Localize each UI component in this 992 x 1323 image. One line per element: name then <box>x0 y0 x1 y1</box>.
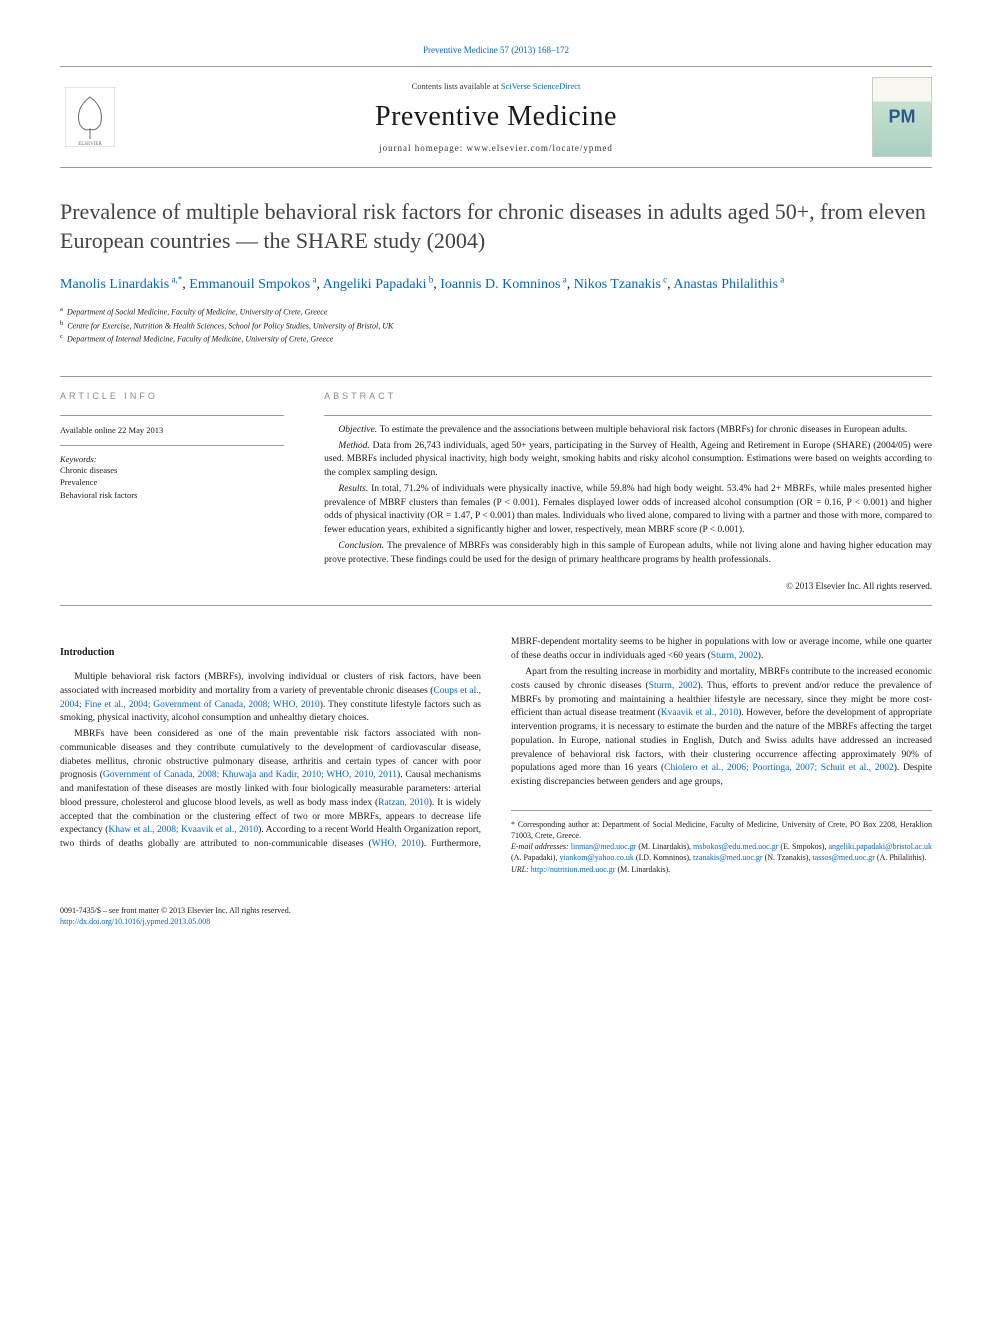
emails-label: E-mail addresses: <box>511 842 571 851</box>
article-title: Prevalence of multiple behavioral risk f… <box>60 198 932 255</box>
article-body: Introduction Multiple behavioral risk fa… <box>60 636 932 874</box>
divider <box>324 415 932 416</box>
body-paragraph: Apart from the resulting increase in mor… <box>511 666 932 790</box>
journal-homepage: journal homepage: www.elsevier.com/locat… <box>120 143 872 153</box>
authors-list: Manolis Linardakis a,*, Emmanouil Smpoko… <box>60 273 932 295</box>
citation-journal: Preventive Medicine <box>423 45 498 55</box>
abstract-section-tag: Method. <box>338 441 372 451</box>
keywords-list: Chronic diseasesPrevalenceBehavioral ris… <box>60 464 284 502</box>
url-who: M. Linardakis <box>620 865 665 874</box>
affiliations-list: a Department of Social Medicine, Faculty… <box>60 305 932 346</box>
abstract-text: Objective. To estimate the prevalence an… <box>324 424 932 568</box>
keywords-label: Keywords: <box>60 454 284 464</box>
author-name-link[interactable]: Emmanouil Smpokos <box>189 277 310 292</box>
journal-name: Preventive Medicine <box>120 101 872 133</box>
author-name-link[interactable]: Nikos Tzanakis <box>574 277 661 292</box>
svg-text:ELSEVIER: ELSEVIER <box>78 142 102 147</box>
author: Ioannis D. Komninos a, <box>440 277 573 292</box>
article-info: article info Available online 22 May 201… <box>60 377 304 606</box>
keyword: Behavioral risk factors <box>60 489 284 502</box>
abstract: abstract Objective. To estimate the prev… <box>304 377 932 606</box>
available-online: Available online 22 May 2013 <box>60 424 284 437</box>
url-label: URL: <box>511 865 529 874</box>
keyword: Chronic diseases <box>60 464 284 477</box>
author-name-link[interactable]: Manolis Linardakis <box>60 277 169 292</box>
corresponding-author: * Corresponding author at: Department of… <box>511 819 932 841</box>
email-link[interactable]: yiankom@yahoo.co.uk <box>559 853 633 862</box>
citation-link[interactable]: Ratzan, 2010 <box>378 798 429 808</box>
author: Nikos Tzanakis c, <box>574 277 674 292</box>
author-name-link[interactable]: Ioannis D. Komninos <box>440 277 560 292</box>
affiliation: a Department of Social Medicine, Faculty… <box>60 305 932 319</box>
author-affil-marks: a <box>310 274 316 284</box>
citation-link[interactable]: Preventive Medicine 57 (2013) 168–172 <box>423 45 569 55</box>
citation-link[interactable]: Khaw et al., 2008; Kvaavik et al., 2010 <box>108 825 258 835</box>
author: Emmanouil Smpokos a, <box>189 277 322 292</box>
author: Angeliki Papadaki b, <box>323 277 441 292</box>
issn-line: 0091-7435/$ – see front matter © 2013 El… <box>60 905 932 916</box>
citation-link[interactable]: Government of Canada, 2008; Khuwaja and … <box>103 770 397 780</box>
info-abstract-row: article info Available online 22 May 201… <box>60 376 932 607</box>
journal-citation-link: Preventive Medicine 57 (2013) 168–172 <box>60 40 932 58</box>
doi-link[interactable]: http://dx.doi.org/10.1016/j.ypmed.2013.0… <box>60 917 210 926</box>
citation-link[interactable]: Coups et al., 2004; Fine et al., 2004; G… <box>60 686 481 710</box>
sciencedirect-link[interactable]: SciVerse ScienceDirect <box>501 81 581 91</box>
contents-prefix: Contents lists available at <box>412 81 499 91</box>
citation-link[interactable]: Sturm, 2002 <box>711 651 758 661</box>
citation-volume: 57 (2013) 168–172 <box>500 45 569 55</box>
citation-link[interactable]: Chiolero et al., 2006; Poortinga, 2007; … <box>664 763 894 773</box>
email-link[interactable]: tzanakis@med.uoc.gr <box>693 853 763 862</box>
author: Anastas Philalithis a <box>673 277 784 292</box>
emails-line: E-mail addresses: linman@med.uoc.gr (M. … <box>511 841 932 863</box>
elsevier-tree-icon: ELSEVIER <box>65 87 115 147</box>
body-paragraph: Multiple behavioral risk factors (MBRFs)… <box>60 671 481 726</box>
author-affil-marks: a,* <box>169 274 182 284</box>
page-footer: 0091-7435/$ – see front matter © 2013 El… <box>60 905 932 927</box>
email-link[interactable]: tassos@med.uoc.gr <box>812 853 874 862</box>
affiliation: b Centre for Exercise, Nutrition & Healt… <box>60 319 932 333</box>
article-info-label: article info <box>60 391 284 401</box>
email-link[interactable]: linman@med.uoc.gr <box>571 842 637 851</box>
abstract-paragraph: Conclusion. The prevalence of MBRFs was … <box>324 540 932 568</box>
introduction-heading: Introduction <box>60 646 481 661</box>
affiliation: c Department of Internal Medicine, Facul… <box>60 332 932 346</box>
footnotes: * Corresponding author at: Department of… <box>511 810 932 875</box>
author-affil-marks: b <box>427 274 434 284</box>
abstract-section-tag: Objective. <box>338 425 379 435</box>
abstract-paragraph: Method. Data from 26,743 individuals, ag… <box>324 440 932 481</box>
header-center: Contents lists available at SciVerse Sci… <box>120 81 872 153</box>
email-link[interactable]: angeliki.papadaki@bristol.ac.uk <box>828 842 932 851</box>
divider <box>60 415 284 416</box>
citation-link[interactable]: WHO, 2010 <box>372 839 421 849</box>
author-name-link[interactable]: Angeliki Papadaki <box>323 277 427 292</box>
keyword: Prevalence <box>60 476 284 489</box>
author-affil-marks: a <box>778 274 784 284</box>
abstract-label: abstract <box>324 391 932 401</box>
citation-link[interactable]: Kvaavik et al., 2010 <box>661 708 738 718</box>
journal-header: ELSEVIER Contents lists available at Sci… <box>60 66 932 168</box>
abstract-copyright: © 2013 Elsevier Inc. All rights reserved… <box>324 581 932 591</box>
author: Manolis Linardakis a,*, <box>60 277 189 292</box>
author-affil-marks: c <box>661 274 667 284</box>
journal-cover-thumb <box>872 77 932 157</box>
elsevier-logo: ELSEVIER <box>60 82 120 152</box>
author-affil-marks: a <box>560 274 566 284</box>
author-url[interactable]: http://nutrition.med.uoc.gr <box>531 865 616 874</box>
divider <box>60 445 284 446</box>
email-link[interactable]: msbokos@edu.med.uoc.gr <box>693 842 778 851</box>
citation-link[interactable]: Sturm, 2002 <box>649 681 698 691</box>
contents-line: Contents lists available at SciVerse Sci… <box>120 81 872 91</box>
author-name-link[interactable]: Anastas Philalithis <box>673 277 778 292</box>
url-line: URL: http://nutrition.med.uoc.gr (M. Lin… <box>511 864 932 875</box>
abstract-section-tag: Conclusion. <box>338 541 387 551</box>
abstract-paragraph: Objective. To estimate the prevalence an… <box>324 424 932 438</box>
abstract-section-tag: Results. <box>338 484 371 494</box>
abstract-paragraph: Results. In total, 71.2% of individuals … <box>324 483 932 538</box>
